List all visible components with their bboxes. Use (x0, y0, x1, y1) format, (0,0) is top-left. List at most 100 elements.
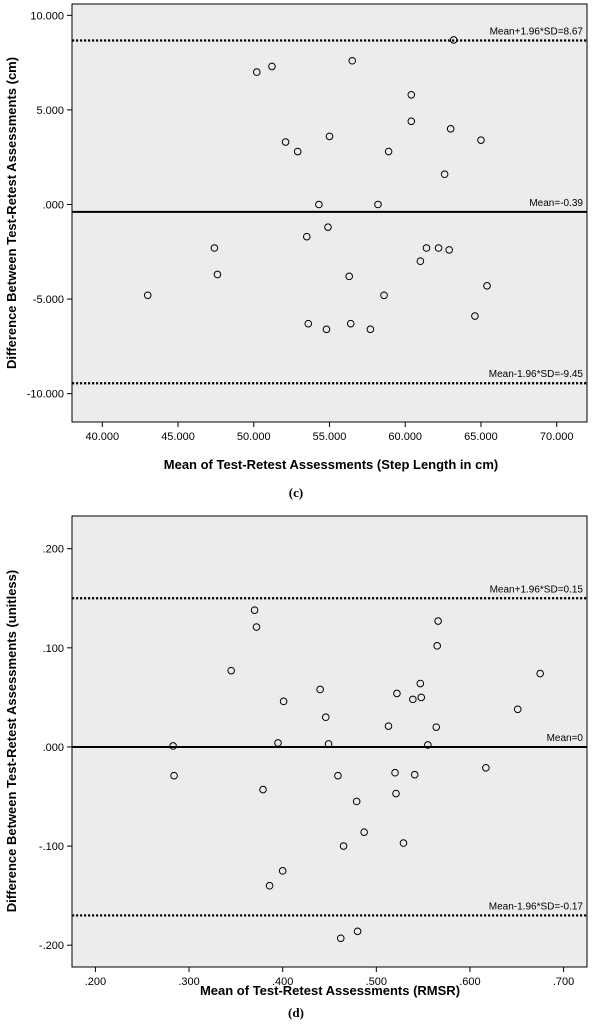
y-tick-label: -5.000 (33, 294, 64, 306)
panel-label: (c) (289, 485, 303, 500)
reference-line-label: Mean=-0.39 (529, 198, 583, 209)
data-point (424, 741, 432, 749)
reference-line-label: Mean=0 (547, 733, 584, 744)
x-tick-label: .600 (459, 976, 480, 988)
panel-label: (d) (288, 1005, 304, 1020)
data-point (353, 927, 362, 936)
data-point (417, 693, 426, 702)
data-point (477, 136, 485, 144)
data-point (324, 740, 333, 748)
data-point (536, 669, 544, 678)
y-axis-title: Difference Between Test-Retest Assessmen… (4, 57, 19, 369)
data-point (210, 244, 219, 252)
data-point (410, 770, 419, 779)
data-point (407, 117, 416, 126)
data-point (322, 325, 331, 334)
x-tick-label: .300 (178, 976, 199, 988)
data-point (513, 705, 522, 714)
data-point (315, 200, 323, 209)
x-axis-title: Mean of Test-Retest Assessments (RMSR) (200, 983, 460, 998)
data-point (143, 291, 152, 300)
data-point (384, 722, 393, 730)
data-point (252, 623, 261, 631)
chart-panel-c: 40.000 45.000 50.000 55.000 60.000 65.000 70.0… (4, 3, 588, 500)
x-axis-title: Mean of Test-Retest Assessments (Step Le… (164, 457, 498, 472)
data-point (432, 723, 441, 731)
x-tick-label: .400 (272, 976, 293, 988)
data-point (336, 934, 345, 943)
data-point (316, 685, 324, 694)
data-point (278, 867, 287, 875)
x-tick-label: 55.000 (313, 431, 347, 443)
data-point (399, 839, 408, 847)
x-tick-label: .500 (366, 976, 387, 988)
data-point (360, 828, 368, 836)
y-tick-label: .000 (43, 742, 64, 754)
data-point (169, 742, 177, 750)
data-point (334, 771, 342, 780)
reference-line-label: Mean-1.96*SD=-9.45 (489, 369, 584, 380)
data-point (268, 62, 276, 71)
x-tick-label: 45.000 (161, 431, 195, 443)
data-point (440, 170, 449, 179)
data-point (321, 713, 330, 722)
x-tick-label: .200 (85, 976, 106, 988)
x-tick-label: .700 (553, 976, 574, 988)
data-point (393, 689, 401, 698)
data-point (293, 147, 302, 156)
x-tick-label: 60.000 (388, 431, 422, 443)
y-tick-label: .200 (43, 544, 64, 556)
y-tick-label: -.100 (39, 841, 64, 853)
data-point (265, 881, 274, 890)
data-point (409, 695, 417, 704)
x-tick-label: 65.000 (464, 431, 498, 443)
y-tick-label: .000 (43, 199, 64, 211)
data-point (471, 312, 479, 320)
data-point (384, 147, 393, 156)
data-point (252, 68, 261, 76)
x-tick-label: 40.000 (85, 431, 119, 443)
data-point (392, 789, 400, 798)
reference-line-label: Mean-1.96*SD=-0.17 (489, 901, 584, 912)
data-point (433, 642, 441, 650)
data-point (482, 763, 490, 772)
reference-line-label: Mean+1.96*SD=8.67 (490, 27, 584, 38)
data-point (227, 666, 235, 675)
data-point (279, 697, 288, 706)
data-point (346, 319, 355, 328)
data-point (449, 36, 458, 44)
data-point (366, 325, 375, 334)
x-tick-label: 70.000 (540, 431, 574, 443)
chart-panel-d: .200 .300 .400 .500 .600 .700 .200 .100 .000 -.10… (4, 515, 588, 1020)
data-point (339, 842, 348, 850)
data-point (407, 90, 416, 99)
data-point (416, 257, 425, 266)
data-point (445, 246, 453, 254)
y-tick-label: 10.000 (30, 10, 64, 22)
data-point (325, 132, 334, 141)
data-point (434, 244, 443, 252)
data-point (304, 319, 313, 328)
data-point (434, 617, 442, 625)
plot-area (71, 515, 588, 968)
y-tick-label: .100 (43, 643, 64, 655)
reference-line-label: Mean+1.96*SD=0.15 (490, 584, 584, 595)
data-point (422, 244, 431, 252)
data-point (416, 679, 425, 688)
data-point (352, 797, 361, 806)
data-point (483, 282, 491, 290)
y-tick-label: 5.000 (36, 105, 64, 117)
data-point (348, 56, 357, 65)
data-point (281, 138, 290, 146)
data-point (250, 606, 259, 614)
plot-area (71, 3, 588, 423)
data-point (302, 232, 311, 241)
data-point (324, 223, 332, 231)
data-point (259, 785, 267, 794)
data-point (391, 768, 399, 777)
y-tick-label: -.200 (39, 940, 64, 952)
data-point (446, 125, 455, 133)
x-tick-label: 50.000 (237, 431, 271, 443)
y-axis-title: Difference Between Test-Retest Assessmen… (4, 570, 19, 912)
